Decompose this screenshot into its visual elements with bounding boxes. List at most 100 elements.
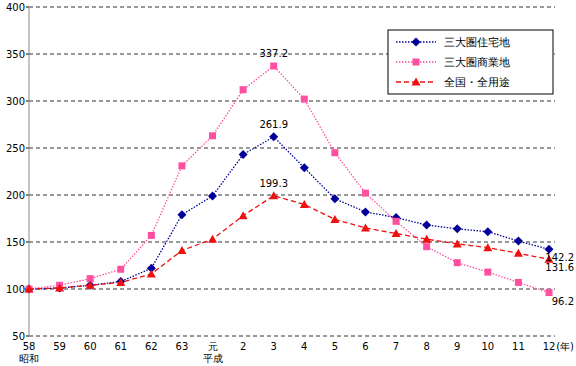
x-tick-label-line: 昭和 (19, 353, 39, 364)
data-point (147, 269, 156, 277)
series-line (29, 196, 549, 289)
x-tick-label-line: 12 (543, 341, 556, 352)
x-tick-label: 6 (362, 341, 368, 352)
data-point (178, 162, 185, 169)
x-tick-label-line: 6 (362, 341, 368, 352)
legend-label: 三大圏商業地 (444, 56, 510, 69)
data-point (208, 235, 217, 243)
x-tick-label: 8 (423, 341, 429, 352)
grid-line (29, 148, 555, 149)
x-tick-label: 11 (512, 341, 525, 352)
x-tick-label: 61 (114, 341, 127, 352)
y-tick-label: 100 (6, 284, 25, 295)
y-tick-label: 350 (6, 49, 25, 60)
data-point (240, 86, 247, 93)
data-point (55, 284, 64, 292)
data-point (331, 149, 338, 156)
x-tick-label: 元平成 (203, 341, 223, 364)
y-tick-label: 150 (6, 237, 25, 248)
data-point (117, 266, 124, 273)
data-point (269, 132, 278, 141)
chart: 5010015020025030035040058昭和5960616263元平成… (0, 0, 576, 366)
x-tick-label: 60 (84, 341, 97, 352)
data-point (209, 132, 216, 139)
data-point (270, 63, 277, 70)
x-tick-label: 3 (271, 341, 277, 352)
data-label: 199.3 (259, 178, 288, 189)
data-point (483, 227, 492, 236)
data-point (177, 246, 186, 254)
x-tick-label: 58昭和 (19, 341, 39, 364)
x-tick-label: 5 (332, 341, 338, 352)
x-tick-label: 59 (53, 341, 66, 352)
x-tick-label-line: 60 (84, 341, 97, 352)
data-point (453, 239, 462, 247)
x-tick-label: 2 (240, 341, 246, 352)
y-tick-label: 400 (6, 2, 25, 13)
data-point (148, 232, 155, 239)
y-tick-label: 300 (6, 96, 25, 107)
data-point (422, 235, 431, 243)
data-point (515, 279, 522, 286)
data-point (26, 286, 33, 293)
data-point (86, 281, 95, 289)
data-label: 96.2 (552, 296, 574, 307)
x-tick-label: 10 (481, 341, 494, 352)
data-point (116, 277, 125, 286)
legend-box (388, 30, 553, 94)
data-point (300, 163, 309, 172)
grid-line (29, 289, 555, 290)
y-tick-label: 250 (6, 143, 25, 154)
x-tick-label-line: 10 (481, 341, 494, 352)
legend: 三大圏住宅地三大圏商業地全国・全用途 (388, 30, 553, 94)
grid-line (29, 336, 555, 337)
x-tick-label-line: 58 (23, 341, 36, 352)
legend-marker (412, 78, 421, 86)
data-point (484, 269, 491, 276)
x-tick-label: 7 (393, 341, 399, 352)
data-point (269, 191, 278, 199)
data-label: 131.6 (545, 262, 574, 273)
data-point (301, 96, 308, 103)
data-point (423, 243, 430, 250)
legend-marker (412, 38, 421, 47)
data-point (361, 223, 370, 231)
data-point (483, 243, 492, 251)
data-label: 337.2 (259, 48, 288, 59)
plot-area (25, 63, 554, 297)
data-point (422, 221, 431, 230)
data-point (392, 229, 401, 237)
data-point (25, 285, 34, 293)
data-point (116, 278, 125, 286)
x-axis-label: (年) (556, 341, 574, 352)
data-point (300, 200, 309, 208)
data-point (362, 190, 369, 197)
x-tick-label: 9 (454, 341, 460, 352)
x-tick-label: 62 (145, 341, 158, 352)
y-tick-label: 200 (6, 190, 25, 201)
data-point (239, 211, 248, 219)
x-tick-label-line: 平成 (203, 353, 223, 364)
x-tick-label-line: 3 (271, 341, 277, 352)
x-tick-label-line: 59 (53, 341, 66, 352)
x-tick-label-line: 元 (208, 341, 218, 352)
data-point (453, 224, 462, 233)
data-label: 261.9 (259, 119, 288, 130)
x-tick-label-line: 8 (423, 341, 429, 352)
x-tick-label-line: 9 (454, 341, 460, 352)
x-tick-label-line: 63 (176, 341, 189, 352)
x-tick-label-line: 61 (114, 341, 127, 352)
series-line (29, 137, 549, 289)
data-point (330, 215, 339, 223)
x-tick-label: 63 (176, 341, 189, 352)
x-tick-label-line: 7 (393, 341, 399, 352)
data-point (514, 237, 523, 246)
x-tick-label-line: 5 (332, 341, 338, 352)
data-point (514, 249, 523, 257)
data-point (454, 259, 461, 266)
x-tick-label-line: 4 (301, 341, 307, 352)
grid-line (29, 195, 555, 196)
x-tick-label: 12 (543, 341, 556, 352)
x-tick-label-line: 11 (512, 341, 525, 352)
legend-marker (413, 59, 420, 66)
